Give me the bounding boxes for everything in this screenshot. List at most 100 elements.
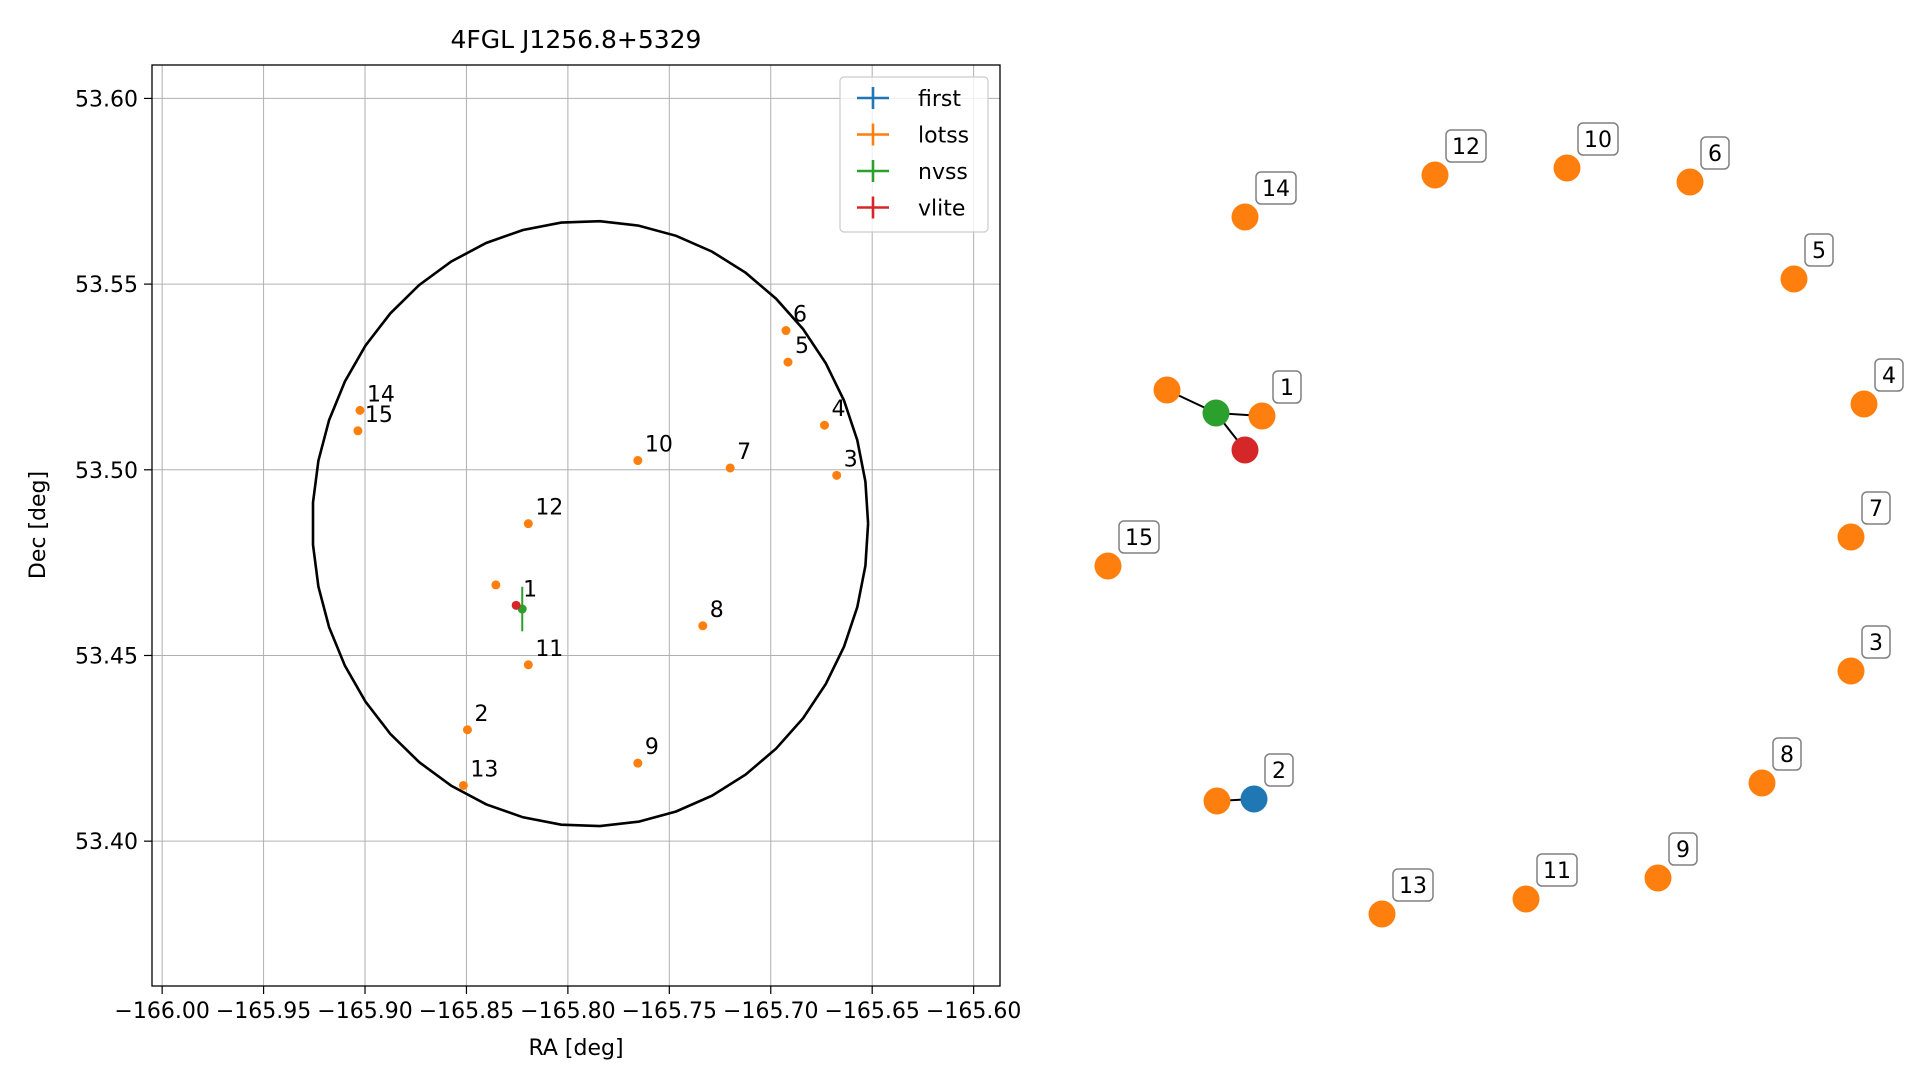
graph-node-label-box [1668,832,1698,866]
graph-node-label-box [1861,625,1891,659]
lotss-point [462,725,472,735]
x-tick-label: −165.90 [317,999,412,1024]
graph-node [1837,523,1865,551]
lotss-point [458,780,468,790]
point-label: 9 [645,735,659,760]
point-label: 10 [645,433,673,458]
graph-node-label: 12 [1452,135,1480,160]
lotss-point [783,357,793,367]
graph-node [1248,402,1276,430]
graph-node [1421,161,1449,189]
legend-label: lotss [918,124,969,149]
graph-node-label: 6 [1708,142,1722,167]
graph-nodes [1094,154,1878,928]
graph-node [1203,787,1231,815]
lotss-point [781,326,791,336]
point-label: 12 [535,496,563,521]
graph-node [1837,657,1865,685]
graph-node [1644,864,1672,892]
graph-node [1240,785,1268,813]
plot-frame [151,64,1001,987]
legend-label: vlite [918,197,965,222]
graph-node-label-box [1804,233,1834,267]
graph-node-label-box [1118,520,1160,554]
point-label: 4 [832,397,846,422]
point-label: 15 [365,403,393,428]
graph-node-label: 10 [1584,128,1612,153]
y-tick-label: 53.50 [75,459,138,484]
graph-node-label-box [1700,136,1730,170]
lotss-point [698,621,708,631]
graph-node-label-box [1445,129,1487,163]
x-tick-label: −165.70 [723,999,818,1024]
graph-node-label: 3 [1869,631,1883,656]
x-tick-label: −165.95 [216,999,311,1024]
graph-node-label-box [1874,358,1904,392]
y-axis-ticks: 53.40 53.45 53.50 53.55 53.60 [75,87,152,855]
lotss-point [633,456,643,466]
lotss-point [355,405,365,415]
legend-label: nvss [918,160,968,185]
lotss-point [523,660,533,670]
x-tick-label: −165.60 [926,999,1021,1024]
lotss-point [820,420,830,430]
points-layer [353,326,842,790]
y-tick-label: 53.55 [75,273,138,298]
graph-node-label-box [1264,753,1294,787]
graph-node-label: 8 [1780,743,1794,768]
x-tick-label: −165.80 [520,999,615,1024]
point-label: 6 [793,303,807,328]
graph-node [1153,376,1181,404]
graph-node-label-box [1577,122,1619,156]
graph-node-label-box [1861,491,1891,525]
graph-node [1553,154,1581,182]
point-label: 7 [737,440,751,465]
graph-node [1368,900,1396,928]
point-label: 14 [367,382,395,407]
graph-node-label: 7 [1869,497,1883,522]
x-tick-label: −165.65 [824,999,919,1024]
graph-node [1780,265,1808,293]
lotss-point [725,463,735,473]
lotss-point [353,426,363,436]
y-axis-label: Dec [deg] [26,471,51,579]
lotss-point [633,758,643,768]
x-tick-label: −165.85 [419,999,514,1024]
lotss-point [491,580,501,590]
y-tick-label: 53.60 [75,87,138,112]
point-label: 1 [523,577,537,602]
point-label: 11 [535,637,563,662]
graph-node [1094,552,1122,580]
x-axis-label: RA [deg] [528,1036,623,1061]
y-tick-label: 53.40 [75,830,138,855]
legend-box [839,76,989,233]
point-label: 3 [844,447,858,472]
y-tick-label: 53.45 [75,644,138,669]
graph-node-label: 5 [1812,239,1826,264]
point-label: 2 [474,702,488,727]
point-label: 8 [710,598,724,623]
graph-node [1850,390,1878,418]
x-axis-ticks: −166.00 −165.95 −165.90 −165.85 −165.80 −165.… [114,986,1021,1024]
graph-node-label: 13 [1399,874,1427,899]
graph-node-label: 2 [1272,759,1286,784]
graph-node-label-box [1272,370,1302,404]
graph-node-label-box [1536,853,1578,887]
graph-node-label-box [1772,737,1802,771]
point-label: 5 [795,334,809,359]
circle-layer [311,219,870,828]
vlite-point [511,600,521,610]
lotss-point [523,519,533,529]
graph-node [1231,203,1259,231]
graph-node-label: 1 [1280,376,1294,401]
chart-title: 4FGL J1256.8+5329 [451,25,702,54]
graph-node [1202,399,1230,427]
graph-node [1676,168,1704,196]
graph-node-label: 4 [1882,364,1896,389]
lotss-point [832,470,842,480]
graph-node-label: 11 [1543,859,1571,884]
graph-node-label-box [1392,868,1434,902]
x-tick-label: −166.00 [114,999,209,1024]
graph-node [1512,885,1540,913]
